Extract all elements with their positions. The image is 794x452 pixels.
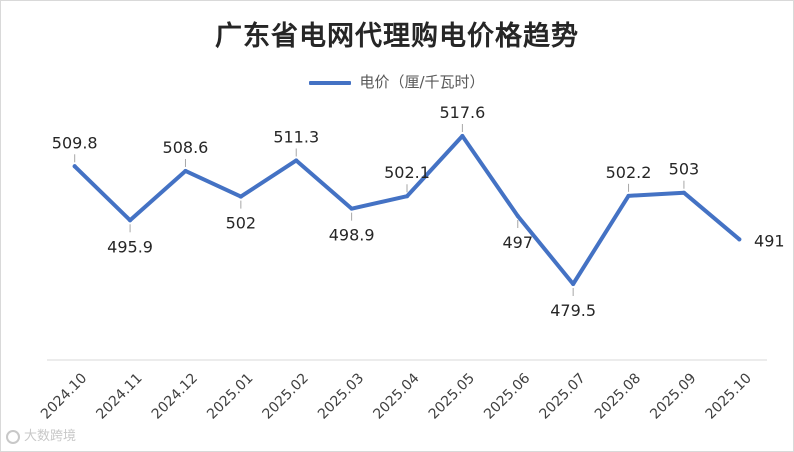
- x-tick-label-6: 2025.04: [370, 370, 422, 422]
- watermark-text: 大数跨境: [24, 429, 77, 444]
- data-label-6: 502.1: [384, 163, 430, 182]
- data-label-10: 502.2: [606, 163, 652, 182]
- watermark: 大数跨境: [6, 425, 76, 444]
- x-tick-label-5: 2025.03: [315, 370, 367, 422]
- data-label-8: 497: [502, 233, 533, 252]
- data-label-2: 508.6: [163, 138, 209, 157]
- series-line: [72, 134, 742, 286]
- x-tick-label-12: 2025.10: [703, 370, 755, 422]
- x-tick-label-1: 2024.11: [93, 370, 145, 422]
- data-point-3: [238, 194, 243, 199]
- x-tick-label-4: 2025.02: [260, 370, 312, 422]
- x-tick-label-10: 2025.08: [592, 370, 644, 422]
- data-point-0: [72, 164, 77, 169]
- legend-swatch: [309, 80, 352, 85]
- data-point-5: [349, 206, 354, 211]
- data-point-9: [571, 282, 576, 286]
- data-label-11: 503: [669, 160, 700, 179]
- data-label-1: 495.9: [107, 237, 153, 256]
- data-label-3: 502: [226, 214, 257, 233]
- data-label-9: 479.5: [550, 301, 596, 320]
- legend: 电价（厘/千瓦时）: [0, 71, 794, 92]
- legend-label: 电价（厘/千瓦时）: [359, 73, 485, 91]
- x-tick-label-7: 2025.05: [426, 370, 478, 422]
- watermark-logo-icon: [6, 429, 20, 444]
- data-point-6: [405, 194, 409, 199]
- chart-title: 广东省电网代理购电价格趋势: [215, 21, 579, 52]
- data-label-4: 511.3: [273, 127, 319, 146]
- x-tick-label-9: 2025.07: [537, 370, 589, 422]
- x-tick-label-11: 2025.09: [647, 370, 699, 422]
- data-point-11: [681, 190, 686, 195]
- x-tick-label-8: 2025.06: [481, 370, 533, 422]
- data-label-7: 517.6: [439, 103, 485, 122]
- data-point-12: [737, 237, 742, 242]
- data-point-4: [294, 158, 299, 163]
- data-point-2: [183, 168, 188, 173]
- data-label-0: 509.8: [52, 133, 98, 152]
- x-tick-label-0: 2024.10: [38, 370, 90, 422]
- data-point-8: [515, 214, 520, 219]
- data-label-12: 491: [754, 231, 785, 250]
- x-tick-label-2: 2024.12: [149, 370, 201, 422]
- x-tick-label-3: 2025.01: [204, 370, 256, 422]
- data-label-5: 498.9: [329, 226, 375, 245]
- data-point-7: [460, 134, 465, 138]
- data-point-1: [128, 218, 133, 223]
- data-point-10: [626, 193, 631, 198]
